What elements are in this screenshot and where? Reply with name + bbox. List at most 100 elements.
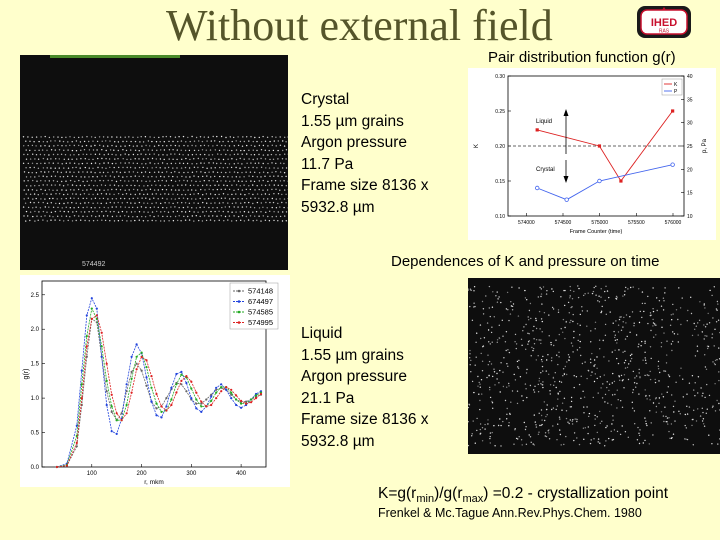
dust-particle (59, 210, 61, 212)
dust-particle (117, 211, 120, 213)
dust-particle (220, 188, 222, 191)
dust-particle (588, 412, 591, 415)
dust-particle (25, 185, 28, 187)
dust-particle (155, 193, 157, 195)
dust-particle (518, 359, 520, 362)
dust-particle (165, 189, 168, 191)
dust-particle (552, 290, 554, 293)
dust-particle (65, 197, 67, 200)
dust-particle (496, 291, 498, 293)
dust-particle (75, 193, 77, 195)
dust-particle (279, 180, 282, 182)
dust-particle (82, 215, 84, 217)
dust-particle (271, 171, 273, 173)
dust-particle (35, 172, 38, 174)
dust-particle (522, 399, 524, 402)
dust-particle (638, 288, 640, 290)
dust-particle (54, 219, 56, 221)
dust-particle (164, 167, 166, 169)
dust-particle (557, 363, 559, 366)
y-tick-label-left: 0.25 (495, 109, 505, 115)
dust-particle (281, 175, 283, 178)
data-point-574148 (185, 390, 188, 393)
dust-particle (162, 215, 164, 218)
dust-particle (218, 219, 220, 221)
dust-particle (113, 184, 116, 186)
dust-particle (716, 309, 718, 311)
dust-particle (641, 316, 643, 319)
dust-particle (252, 175, 254, 178)
dust-particle (99, 189, 101, 191)
dust-particle (58, 158, 60, 160)
dust-particle (281, 167, 284, 169)
dust-particle (42, 141, 45, 143)
dust-particle (202, 175, 204, 178)
dust-particle (182, 197, 185, 199)
dust-particle (151, 149, 153, 151)
dust-particle (161, 162, 164, 164)
dust-particle (90, 198, 93, 200)
dust-particle (65, 180, 67, 182)
dust-particle (38, 175, 40, 177)
dust-particle (128, 171, 130, 173)
dust-particle (553, 384, 555, 386)
dust-particle (714, 363, 716, 366)
dust-particle (117, 193, 120, 195)
crystal-pressure-label: Argon pressure (301, 134, 407, 152)
dust-particle (100, 193, 103, 195)
dust-particle (279, 136, 281, 138)
dust-particle (111, 144, 113, 147)
dust-particle (606, 290, 609, 292)
dust-particle (573, 439, 575, 442)
dust-particle (573, 375, 575, 377)
dust-particle (255, 211, 258, 213)
dust-particle (174, 198, 176, 200)
dust-particle (533, 414, 535, 416)
data-point-574148 (75, 445, 78, 448)
dust-particle (528, 333, 530, 335)
dust-particle (665, 362, 668, 364)
dust-particle (208, 188, 210, 190)
dust-particle (181, 184, 183, 186)
dust-particle (151, 167, 153, 169)
dust-particle (78, 163, 80, 165)
dust-particle (473, 391, 475, 394)
data-point-674497 (75, 424, 78, 427)
dust-particle (716, 399, 718, 402)
dust-particle (153, 215, 155, 218)
dust-particle (227, 202, 229, 204)
dust-particle (615, 298, 618, 300)
dust-particle (489, 386, 491, 389)
dust-particle (87, 202, 90, 204)
dust-particle (138, 158, 140, 160)
dust-particle (668, 375, 671, 378)
dust-particle (703, 303, 705, 305)
dust-particle (521, 444, 523, 446)
dust-particle (245, 188, 247, 191)
dust-particle (27, 215, 29, 217)
data-point-574585 (145, 366, 148, 369)
dust-particle (487, 354, 489, 356)
dust-particle (205, 149, 207, 151)
dust-particle (170, 153, 172, 155)
dust-particle (202, 211, 204, 213)
dust-particle (37, 194, 39, 196)
dust-particle (69, 171, 71, 173)
dust-particle (38, 140, 40, 143)
dust-particle (701, 395, 703, 397)
dust-particle (563, 373, 566, 376)
data-point-574585 (85, 335, 88, 338)
dust-particle (258, 207, 261, 209)
dust-particle (643, 310, 645, 313)
dust-particle (688, 382, 691, 384)
dust-particle (44, 189, 46, 191)
dust-particle (130, 175, 132, 178)
liquid-frame-size: Frame size 8136 x (301, 411, 429, 429)
dust-particle (231, 149, 233, 152)
dust-particle (631, 401, 633, 403)
dust-particle (675, 309, 678, 311)
dust-particle (40, 180, 42, 182)
dust-particle (598, 301, 601, 303)
dust-particle (284, 189, 286, 191)
dust-particle (612, 322, 614, 324)
